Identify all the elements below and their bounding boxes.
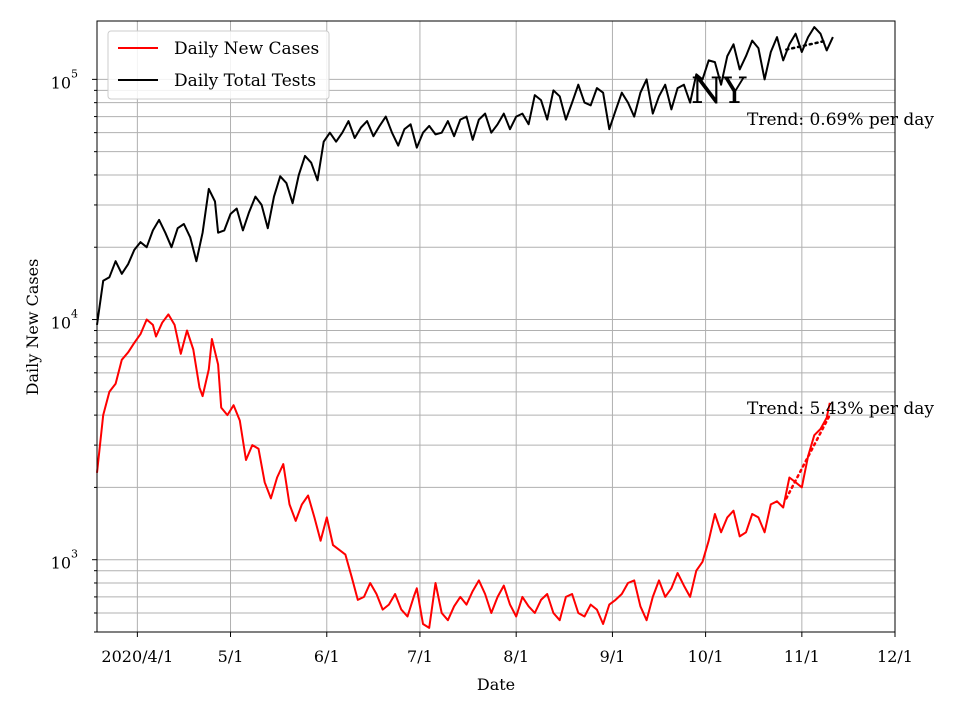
x-tick-label: 7/1 — [407, 647, 433, 666]
y-tick-base: 10 — [51, 554, 71, 573]
y-tick-label: 10 5 — [51, 67, 78, 92]
plot-frame — [96, 20, 896, 633]
y-axis-label: Daily New Cases — [23, 259, 42, 396]
daily-new-cases-line — [96, 313, 831, 629]
daily-total-tests-line — [96, 26, 834, 326]
x-axis-label: Date — [477, 675, 515, 694]
x-tick-label: 11/1 — [784, 647, 820, 666]
y-tick-base: 10 — [51, 314, 71, 333]
x-tick-label: 10/1 — [688, 647, 724, 666]
x-tick-label: 8/1 — [503, 647, 529, 666]
daily-new-cases-trend-line — [785, 413, 832, 500]
trend-layer — [785, 39, 832, 500]
trend-cases-label: Trend: 5.43% per day — [747, 399, 934, 419]
y-tick-exponent: 3 — [71, 548, 78, 561]
legend-label-cases: Daily New Cases — [174, 39, 319, 59]
daily-total-tests-trend-line — [785, 39, 828, 51]
x-tick-label: 12/1 — [877, 647, 913, 666]
y-tick-base: 10 — [51, 73, 71, 92]
legend-label-tests: Daily Total Tests — [174, 71, 316, 91]
y-tick-exponent: 4 — [71, 308, 78, 321]
x-tick-label: 9/1 — [600, 647, 626, 666]
state-label: NY — [691, 71, 748, 112]
x-tick-label: 6/1 — [314, 647, 340, 666]
y-tick-label: 10 4 — [51, 308, 78, 333]
y-tick-exponent: 5 — [71, 67, 78, 80]
x-tick-label: 5/1 — [218, 647, 244, 666]
legend-box — [107, 30, 330, 100]
x-tick-label: 2020/4/1 — [101, 647, 173, 666]
axis-ticks: 2020/4/1 5/1 6/1 7/1 8/1 9/1 10/1 11/1 12/110 310… — [51, 67, 913, 666]
series-layer — [96, 26, 834, 629]
y-tick-label: 10 3 — [51, 548, 78, 573]
legend: Daily New Cases Daily Total Tests — [107, 30, 330, 100]
trend-tests-label: Trend: 0.69% per day — [747, 110, 934, 130]
